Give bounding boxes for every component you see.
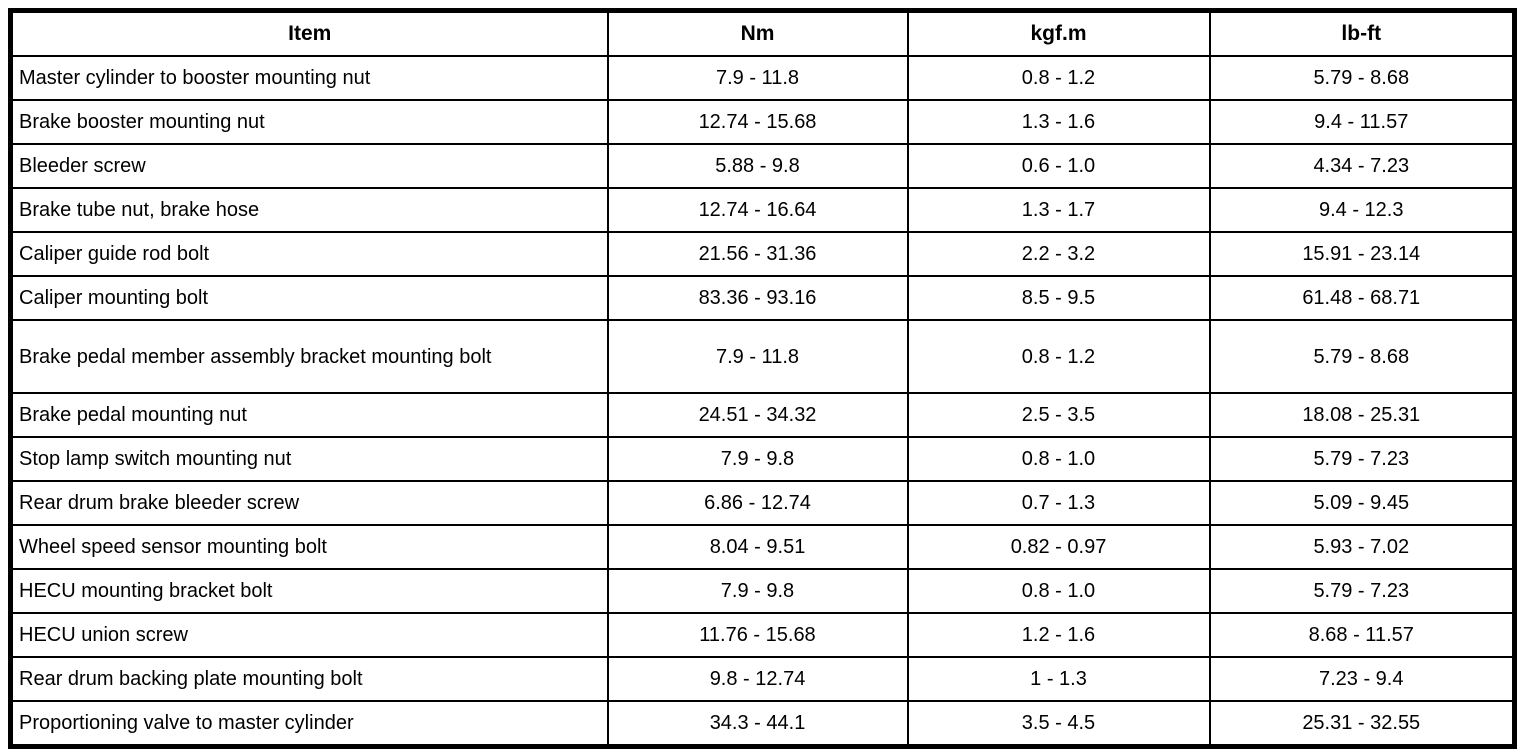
nm-cell: 7.9 - 9.8 [606,436,909,482]
kgfm-cell: 0.8 - 1.2 [906,319,1211,394]
item-cell: Brake pedal mounting nut [9,392,609,438]
nm-cell: 7.9 - 11.8 [606,55,909,101]
table-row: HECU mounting bracket bolt 7.9 - 9.8 0.8… [9,568,1516,614]
nm-cell: 7.9 - 9.8 [606,568,909,614]
kgfm-cell: 1.3 - 1.6 [906,99,1211,145]
table-row: Brake pedal mounting nut 24.51 - 34.32 2… [9,392,1516,438]
item-cell: Caliper guide rod bolt [9,231,609,277]
table-row: Master cylinder to booster mounting nut … [9,55,1516,101]
item-label: Master cylinder to booster mounting nut [19,67,371,89]
nm-cell: 11.76 - 15.68 [606,612,909,658]
item-label: Stop lamp switch mounting nut [19,448,292,470]
item-label: Rear drum backing plate mounting bolt [19,668,363,690]
item-label: Brake booster mounting nut [19,111,265,133]
kgfm-cell: 1.3 - 1.7 [906,187,1211,233]
item-cell: Caliper mounting bolt [9,275,609,321]
lbft-cell: 4.34 - 7.23 [1208,143,1516,189]
lbft-cell: 9.4 - 12.3 [1208,187,1516,233]
lbft-cell: 5.79 - 7.23 [1208,436,1516,482]
header-row: Item Nm kgf.m lb-ft [9,9,1516,57]
item-cell: Brake booster mounting nut [9,99,609,145]
table-row: Rear drum backing plate mounting bolt 9.… [9,656,1516,702]
torque-spec-table: Item Nm kgf.m lb-ft Master cylinder to b… [8,8,1517,749]
item-cell: HECU mounting bracket bolt [9,568,609,614]
nm-cell: 12.74 - 15.68 [606,99,909,145]
kgfm-cell: 0.8 - 1.0 [906,436,1211,482]
lbft-cell: 61.48 - 68.71 [1208,275,1516,321]
lbft-cell: 9.4 - 11.57 [1208,99,1516,145]
nm-cell: 8.04 - 9.51 [606,524,909,570]
kgfm-cell: 3.5 - 4.5 [906,700,1211,748]
table-row: HECU union screw 11.76 - 15.68 1.2 - 1.6… [9,612,1516,658]
table-row: Rear drum brake bleeder screw 6.86 - 12.… [9,480,1516,526]
table-row: Stop lamp switch mounting nut 7.9 - 9.8 … [9,436,1516,482]
table-row: Proportioning valve to master cylinder 3… [9,700,1516,748]
lbft-cell: 5.93 - 7.02 [1208,524,1516,570]
item-label: Brake pedal mounting nut [19,404,247,426]
item-cell: Rear drum brake bleeder screw [9,480,609,526]
item-label: Wheel speed sensor mounting bolt [19,536,327,558]
kgfm-cell: 0.8 - 1.2 [906,55,1211,101]
nm-cell: 34.3 - 44.1 [606,700,909,748]
column-header-nm: Nm [606,9,909,57]
item-cell: Master cylinder to booster mounting nut [9,55,609,101]
table-row: Wheel speed sensor mounting bolt 8.04 - … [9,524,1516,570]
nm-cell: 12.74 - 16.64 [606,187,909,233]
item-label: Brake tube nut, brake hose [19,199,260,221]
kgfm-cell: 8.5 - 9.5 [906,275,1211,321]
item-label: HECU union screw [19,624,188,646]
item-cell: Brake tube nut, brake hose [9,187,609,233]
lbft-cell: 25.31 - 32.55 [1208,700,1516,748]
column-header-item: Item [9,9,609,57]
item-cell: Wheel speed sensor mounting bolt [9,524,609,570]
item-cell: Proportioning valve to master cylinder [9,700,609,748]
item-cell: Rear drum backing plate mounting bolt [9,656,609,702]
lbft-cell: 7.23 - 9.4 [1208,656,1516,702]
item-label: HECU mounting bracket bolt [19,580,273,602]
lbft-cell: 15.91 - 23.14 [1208,231,1516,277]
lbft-cell: 18.08 - 25.31 [1208,392,1516,438]
nm-cell: 21.56 - 31.36 [606,231,909,277]
lbft-cell: 5.09 - 9.45 [1208,480,1516,526]
table-row: Caliper guide rod bolt 21.56 - 31.36 2.2… [9,231,1516,277]
table-row: Brake tube nut, brake hose 12.74 - 16.64… [9,187,1516,233]
item-cell: Stop lamp switch mounting nut [9,436,609,482]
nm-cell: 83.36 - 93.16 [606,275,909,321]
kgfm-cell: 2.2 - 3.2 [906,231,1211,277]
column-header-lbft: lb-ft [1208,9,1516,57]
item-label: Brake pedal member assembly bracket moun… [19,345,492,368]
kgfm-cell: 0.6 - 1.0 [906,143,1211,189]
table-row: Brake booster mounting nut 12.74 - 15.68… [9,99,1516,145]
table-row: Bleeder screw 5.88 - 9.8 0.6 - 1.0 4.34 … [9,143,1516,189]
nm-cell: 24.51 - 34.32 [606,392,909,438]
item-cell: HECU union screw [9,612,609,658]
item-label: Proportioning valve to master cylinder [19,712,354,734]
item-cell: Brake pedal member assembly bracket moun… [9,319,609,394]
kgfm-cell: 2.5 - 3.5 [906,392,1211,438]
lbft-cell: 5.79 - 8.68 [1208,319,1516,394]
nm-cell: 9.8 - 12.74 [606,656,909,702]
nm-cell: 5.88 - 9.8 [606,143,909,189]
item-label: Caliper mounting bolt [19,287,208,309]
kgfm-cell: 0.7 - 1.3 [906,480,1211,526]
column-header-kgfm: kgf.m [906,9,1211,57]
item-label: Caliper guide rod bolt [19,243,210,265]
table-row: Brake pedal member assembly bracket moun… [9,319,1516,394]
nm-cell: 6.86 - 12.74 [606,480,909,526]
nm-cell: 7.9 - 11.8 [606,319,909,394]
kgfm-cell: 1 - 1.3 [906,656,1211,702]
item-label: Rear drum brake bleeder screw [19,492,300,514]
lbft-cell: 8.68 - 11.57 [1208,612,1516,658]
table-row: Caliper mounting bolt 83.36 - 93.16 8.5 … [9,275,1516,321]
kgfm-cell: 0.8 - 1.0 [906,568,1211,614]
lbft-cell: 5.79 - 8.68 [1208,55,1516,101]
item-label: Bleeder screw [19,155,146,177]
kgfm-cell: 1.2 - 1.6 [906,612,1211,658]
lbft-cell: 5.79 - 7.23 [1208,568,1516,614]
kgfm-cell: 0.82 - 0.97 [906,524,1211,570]
item-cell: Bleeder screw [9,143,609,189]
